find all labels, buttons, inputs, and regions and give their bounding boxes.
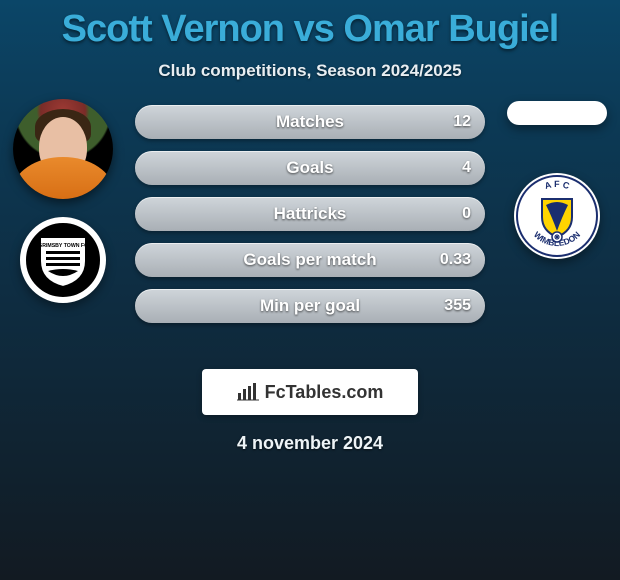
stat-label: Goals per match [243, 250, 376, 270]
stat-row-goals-per-match: Goals per match 0.33 [135, 243, 485, 277]
left-club-crest: GRIMSBY TOWN FC [20, 217, 106, 303]
subtitle: Club competitions, Season 2024/2025 [0, 61, 620, 81]
comparison-stage: GRIMSBY TOWN FC A F C WIMBLEDON [0, 99, 620, 359]
right-player-column: A F C WIMBLEDON [502, 99, 612, 259]
right-player-photo [507, 101, 607, 125]
left-player-column: GRIMSBY TOWN FC [8, 99, 118, 303]
stat-right-value: 4 [462, 159, 471, 177]
stat-right-value: 355 [444, 297, 471, 315]
brand-text: FcTables.com [265, 382, 384, 403]
stat-right-value: 12 [453, 113, 471, 131]
grimsby-crest-icon: GRIMSBY TOWN FC [34, 231, 92, 289]
stat-label: Min per goal [260, 296, 360, 316]
stat-rows: Matches 12 Goals 4 Hattricks 0 Goals per… [135, 105, 485, 335]
stat-label: Hattricks [274, 204, 347, 224]
stat-row-hattricks: Hattricks 0 [135, 197, 485, 231]
svg-text:GRIMSBY TOWN FC: GRIMSBY TOWN FC [38, 243, 88, 249]
left-player-photo [13, 99, 113, 199]
date-label: 4 november 2024 [0, 433, 620, 454]
stat-row-matches: Matches 12 [135, 105, 485, 139]
right-club-crest: A F C WIMBLEDON [514, 173, 600, 259]
stat-label: Matches [276, 112, 344, 132]
stat-right-value: 0 [462, 205, 471, 223]
stat-row-min-per-goal: Min per goal 355 [135, 289, 485, 323]
afc-wimbledon-crest-icon: A F C WIMBLEDON [516, 175, 598, 257]
stat-label: Goals [286, 158, 333, 178]
stat-right-value: 0.33 [440, 251, 471, 269]
page-title: Scott Vernon vs Omar Bugiel [0, 0, 620, 51]
bar-chart-icon [237, 383, 259, 401]
brand-badge: FcTables.com [202, 369, 418, 415]
stat-row-goals: Goals 4 [135, 151, 485, 185]
